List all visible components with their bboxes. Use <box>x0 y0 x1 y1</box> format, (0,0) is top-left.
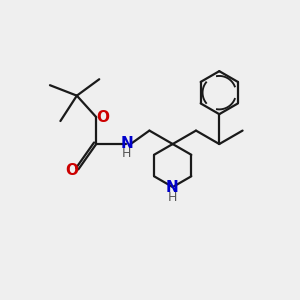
Text: H: H <box>167 191 177 204</box>
Text: H: H <box>122 147 131 160</box>
Text: O: O <box>65 164 78 178</box>
Text: O: O <box>96 110 109 125</box>
Text: N: N <box>120 136 133 151</box>
Text: N: N <box>166 180 178 195</box>
